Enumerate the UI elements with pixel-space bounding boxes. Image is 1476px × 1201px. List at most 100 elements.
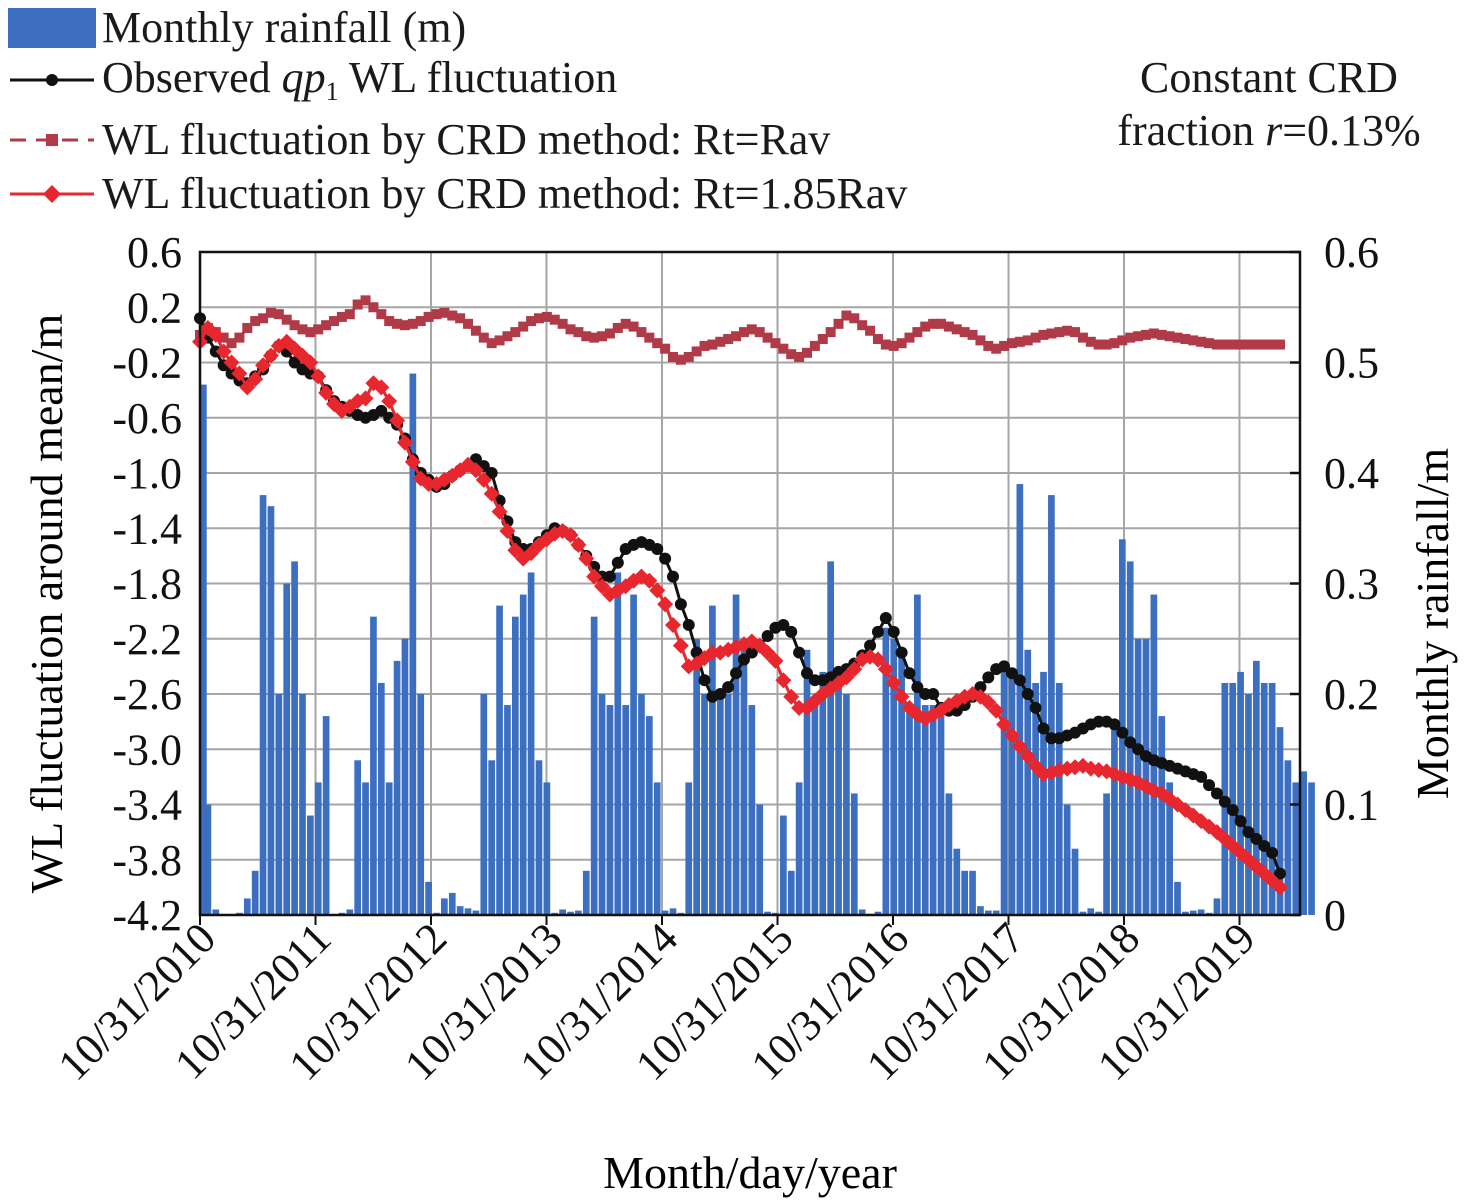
crd-185rav-point (389, 412, 406, 429)
crd-rav-point (494, 335, 505, 346)
rainfall-bar (1189, 910, 1197, 915)
rainfall-bar (787, 870, 795, 915)
rainfall-bar (858, 909, 866, 915)
crd-rav-point (1101, 339, 1112, 350)
rainfall-bar (740, 638, 748, 915)
rainfall-bar (614, 572, 622, 915)
crd-rav-point (880, 339, 891, 350)
crd-rav-point (313, 324, 324, 335)
crd-185rav-point (570, 536, 587, 553)
crd-rav-point (746, 324, 757, 335)
y-right-tick-label: 0.6 (1324, 228, 1379, 277)
rainfall-bar (1016, 484, 1024, 915)
rainfall-bar (354, 760, 362, 915)
y-left-tick-label: -1.8 (112, 560, 182, 609)
crd-rav-point (250, 316, 261, 327)
rainfall-bar (1260, 682, 1268, 915)
crd-rav-point (392, 318, 403, 329)
legend-marker-crd-rav (10, 134, 94, 146)
crd-rav-point (1093, 339, 1104, 350)
rainfall-bar (1063, 804, 1071, 915)
crd-rav-point (865, 325, 876, 336)
observed-point (714, 688, 727, 700)
rainfall-bar (504, 705, 511, 915)
crd-185rav-point (357, 390, 374, 407)
observed-point (651, 542, 664, 555)
crd-rav-point (510, 327, 521, 338)
rainfall-bar (748, 705, 756, 915)
crd-185rav-point (838, 669, 855, 686)
crd-rav-point (376, 309, 387, 320)
crd-185rav-point (885, 674, 902, 691)
crd-rav-point (959, 327, 970, 338)
crd-rav-point (644, 332, 655, 343)
y-left-tick-label: -4.2 (112, 891, 182, 940)
crd-rav-point (794, 351, 805, 362)
crd-rav-point (762, 332, 773, 343)
rainfall-bar (1111, 727, 1118, 915)
observed-point (666, 570, 679, 583)
rainfall-bar (464, 908, 472, 915)
rainfall-bar (653, 782, 661, 915)
rainfall-bar (882, 627, 890, 915)
crd-rav-point (557, 318, 568, 329)
crd-rav-point (352, 299, 363, 310)
crd-rav-point (778, 343, 789, 354)
crd-rav-point (817, 334, 828, 345)
rainfall-bar (1292, 782, 1300, 915)
rainfall-bar (456, 906, 464, 915)
rainfall-bar (385, 782, 393, 915)
observed-point (674, 598, 687, 611)
observed-point (887, 625, 900, 638)
crd-rav-point (991, 343, 1002, 354)
rainfall-bar (685, 782, 693, 915)
y-left-tick-label: -1.4 (112, 504, 182, 553)
rainfall-bar (732, 594, 740, 915)
y-left-tick-label: -2.6 (112, 670, 182, 719)
crd-rav-point (1235, 339, 1246, 350)
crd-rav-point (321, 320, 332, 331)
observed-point (375, 404, 388, 417)
crd-rav-point (273, 309, 284, 320)
rainfall-bar (275, 694, 283, 915)
crd-rav-point (502, 331, 513, 342)
observed-point (659, 552, 672, 565)
crd-rav-point (597, 331, 608, 342)
crd-rav-point (218, 332, 229, 343)
observed-point (1005, 667, 1018, 680)
crd-rav-point (967, 329, 978, 340)
y-left-tick-label: -3.0 (112, 725, 182, 774)
rainfall-bar (850, 793, 858, 915)
crd-rav-point (1172, 332, 1183, 343)
observed-point (864, 639, 877, 652)
annotation-line-1: Constant CRD (1140, 53, 1398, 102)
crd-rav-point (1062, 325, 1073, 336)
crd-185rav-point (262, 347, 279, 364)
crd-185rav-point (239, 379, 256, 396)
crd-rav-point (1148, 328, 1159, 339)
crd-rav-point (470, 325, 481, 336)
crd-rav-point (1140, 329, 1151, 340)
observed-point (1234, 815, 1247, 828)
crd-rav-point (1133, 331, 1144, 342)
crd-rav-point (660, 343, 671, 354)
rainfall-bar (693, 638, 700, 915)
crd-rav-point (565, 324, 576, 335)
crd-185rav-point (483, 485, 500, 502)
y-right-tick-label: 0.1 (1324, 781, 1379, 830)
rainfall-bar (259, 495, 267, 915)
crd-rav-point (384, 316, 395, 327)
crd-rav-point (533, 313, 544, 324)
crd-185rav-point (877, 661, 894, 678)
rainfall-bar (1024, 649, 1032, 915)
observed-point (611, 556, 624, 569)
rainfall-bar (992, 910, 1000, 915)
crd-rav-point (1085, 336, 1096, 347)
crd-rav-point (1006, 338, 1017, 349)
rainfall-bar (1229, 682, 1237, 915)
legend-label-crd-185rav: WL fluctuation by CRD method: Rt=1.85Rav (102, 169, 908, 218)
crd-rav-point (289, 320, 300, 331)
y-left-tick-label: -3.4 (112, 781, 182, 830)
observed-point (1108, 718, 1121, 731)
crd-rav-point (754, 327, 765, 338)
